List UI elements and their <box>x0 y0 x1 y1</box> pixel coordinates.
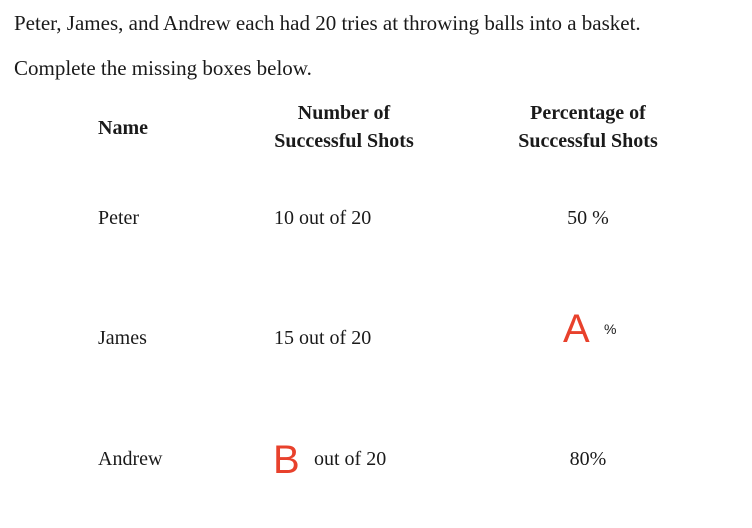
missing-box-a: A <box>563 307 590 351</box>
row-james-name: James <box>98 327 147 349</box>
header-successful-shots: Number of Successful Shots <box>244 99 444 155</box>
row-peter-name: Peter <box>98 207 140 229</box>
row-andrew-percentage: 80% <box>569 448 607 470</box>
header-percentage: Percentage of Successful Shots <box>488 99 688 155</box>
row-james-percent-sign: % <box>604 321 617 337</box>
intro-sentence: Peter, James, and Andrew each had 20 tri… <box>14 11 641 35</box>
row-peter-shots: 10 out of 20 <box>274 207 372 229</box>
header-shots-line-2: Successful Shots <box>274 130 414 152</box>
header-shots-line-1: Number of <box>297 102 391 124</box>
missing-box-b: B <box>273 438 300 482</box>
header-pct-line-2: Successful Shots <box>518 130 658 152</box>
row-andrew-name: Andrew <box>98 448 163 470</box>
row-andrew-shots-suffix: out of 20 <box>314 448 387 470</box>
instruction-sentence: Complete the missing boxes below. <box>14 56 312 80</box>
header-name: Name <box>98 117 148 139</box>
header-pct-line-1: Percentage of <box>530 102 646 124</box>
row-james-shots: 15 out of 20 <box>274 327 372 349</box>
row-peter-percentage: 50 % <box>567 207 609 229</box>
